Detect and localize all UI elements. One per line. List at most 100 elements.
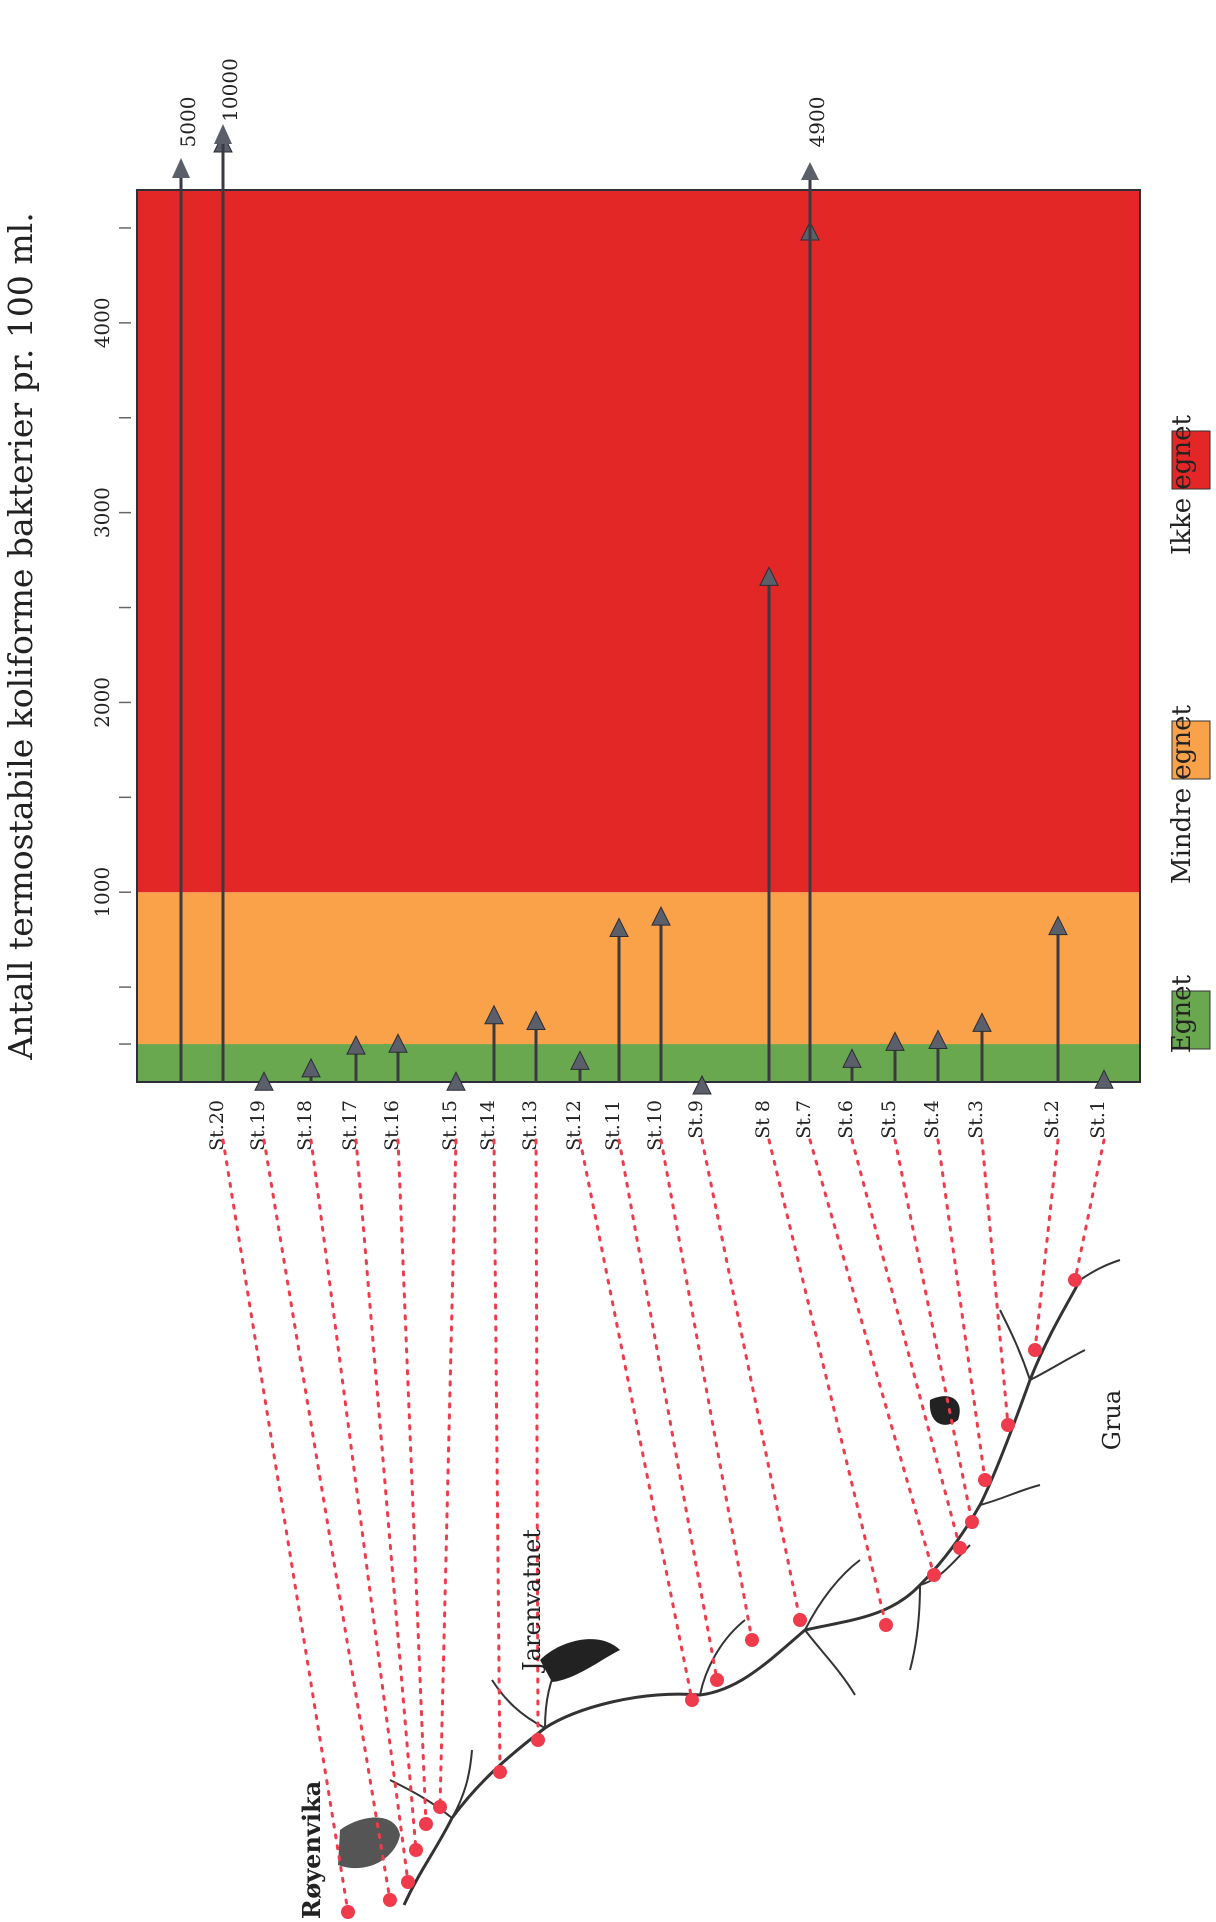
station-label: St.14 — [477, 1100, 499, 1151]
legend-label: Egnet — [1167, 974, 1197, 1053]
arrow-head-overflow — [214, 124, 232, 144]
overflow-value-label: 4900 — [805, 97, 829, 148]
station-label: St.9 — [685, 1100, 707, 1139]
station-map-point — [685, 1693, 699, 1707]
map-label-jarenvatnet: Jarenvatnet — [518, 1529, 546, 1674]
station-connector — [396, 1138, 428, 1826]
arrow-head-st14 — [484, 1004, 504, 1025]
station-label: St.6 — [835, 1100, 857, 1139]
arrow-head-st17 — [346, 1035, 366, 1055]
arrow-head-st10 — [651, 905, 671, 926]
river-tributary — [804, 1559, 861, 1631]
lake-small — [929, 1396, 960, 1425]
river-tributary — [804, 1629, 856, 1696]
station-label: St.10 — [644, 1100, 666, 1151]
station-map-point — [1001, 1418, 1015, 1432]
map-label-royenvika: Røyenvika — [297, 1781, 326, 1919]
station-label: St.20 — [206, 1100, 228, 1151]
station-label: St.7 — [793, 1100, 815, 1139]
station-connector — [893, 1138, 974, 1524]
station-label: St 8 — [752, 1100, 774, 1139]
arrow-head-st9 — [692, 1074, 712, 1095]
legend-swatch — [1171, 990, 1211, 1050]
station-connector — [262, 1138, 392, 1902]
station-label: St.13 — [519, 1100, 541, 1151]
lake-royenvika — [338, 1817, 400, 1869]
station-label: St.2 — [1041, 1100, 1063, 1139]
y-axis-tick-label: 4000 — [90, 297, 114, 348]
river-map: Jarenvatnet Grua Røyenvika — [221, 1138, 1126, 1919]
overflow-value-label: 5000 — [176, 97, 200, 148]
station-map-point — [1028, 1343, 1042, 1357]
station-connector — [936, 1138, 987, 1482]
y-axis-tick-label: 1000 — [90, 867, 114, 918]
station-connector — [700, 1138, 802, 1622]
arrow-head-st1 — [1094, 1069, 1114, 1089]
station-label: St.1 — [1087, 1100, 1109, 1139]
station-map-point — [927, 1568, 941, 1582]
station-map-point — [531, 1733, 545, 1747]
station-connector — [1033, 1138, 1060, 1352]
river-tributary — [1079, 1259, 1121, 1281]
river-tributary — [699, 1619, 746, 1696]
arrow-head-st4 — [928, 1029, 948, 1049]
station-connector — [309, 1138, 410, 1884]
station-label: St.12 — [563, 1100, 585, 1151]
station-connector — [354, 1138, 418, 1852]
station-map-point — [493, 1765, 507, 1779]
station-connector — [578, 1138, 694, 1702]
station-label: St.18 — [294, 1100, 316, 1151]
station-map-point — [745, 1633, 759, 1647]
station-connector — [980, 1138, 1010, 1427]
station-connector — [438, 1138, 458, 1809]
station-map-point — [419, 1817, 433, 1831]
arrow-head-st13 — [526, 1010, 546, 1030]
station-map-point — [953, 1541, 967, 1555]
arrow-head-st5 — [885, 1031, 905, 1051]
plot-frame — [136, 189, 1141, 1083]
station-label: St.17 — [339, 1100, 361, 1151]
arrow-head-st6 — [842, 1048, 862, 1068]
arrow-head-st3 — [972, 1012, 992, 1032]
station-connector — [617, 1138, 719, 1682]
station-connector — [1073, 1138, 1106, 1282]
river-tributary — [909, 1584, 921, 1671]
arrow-head-st15 — [446, 1071, 466, 1091]
station-label: St.11 — [602, 1100, 624, 1151]
station-label: St.16 — [381, 1100, 403, 1151]
y-axis-tick-label: 2000 — [90, 677, 114, 728]
river-tributary — [999, 1309, 1031, 1381]
river-main — [402, 1279, 1082, 1906]
legend-swatch — [1171, 430, 1211, 490]
station-map-point — [710, 1673, 724, 1687]
legend-swatch — [1171, 720, 1211, 780]
station-map-point — [879, 1618, 893, 1632]
y-axis-tick-label: 3000 — [90, 487, 114, 538]
station-connector — [850, 1138, 962, 1550]
station-map-point — [793, 1613, 807, 1627]
station-connector — [492, 1138, 502, 1774]
chart-title: Antall termostabile koliforme bakterier … — [1, 212, 40, 1060]
station-map-point — [401, 1875, 415, 1889]
arrow-head-st16 — [388, 1033, 408, 1053]
legend-label: Ikke egnet — [1167, 414, 1197, 555]
lake-jarenvatnet — [540, 1639, 620, 1682]
arrow-head-st11 — [609, 917, 629, 937]
arrow-head-st12 — [570, 1050, 590, 1070]
station-map-point — [409, 1843, 423, 1857]
zone-ikke-egnet — [137, 190, 1140, 893]
arrow-head-st2 — [1048, 915, 1068, 936]
river-tributary — [979, 1484, 1041, 1506]
plot-layer: 1000 2000 3000 4000 Antall termostabile koli… — [1, 58, 1141, 1151]
arrow-head-st19 — [254, 1071, 274, 1091]
river-tributary — [451, 1749, 473, 1819]
arrow-head-overflow — [801, 162, 819, 180]
station-map-point — [978, 1473, 992, 1487]
station-label: St.19 — [247, 1100, 269, 1151]
station-label: St.15 — [439, 1100, 461, 1151]
station-label: St.5 — [878, 1100, 900, 1139]
station-map-point — [433, 1800, 447, 1814]
station-map-point — [965, 1515, 979, 1529]
